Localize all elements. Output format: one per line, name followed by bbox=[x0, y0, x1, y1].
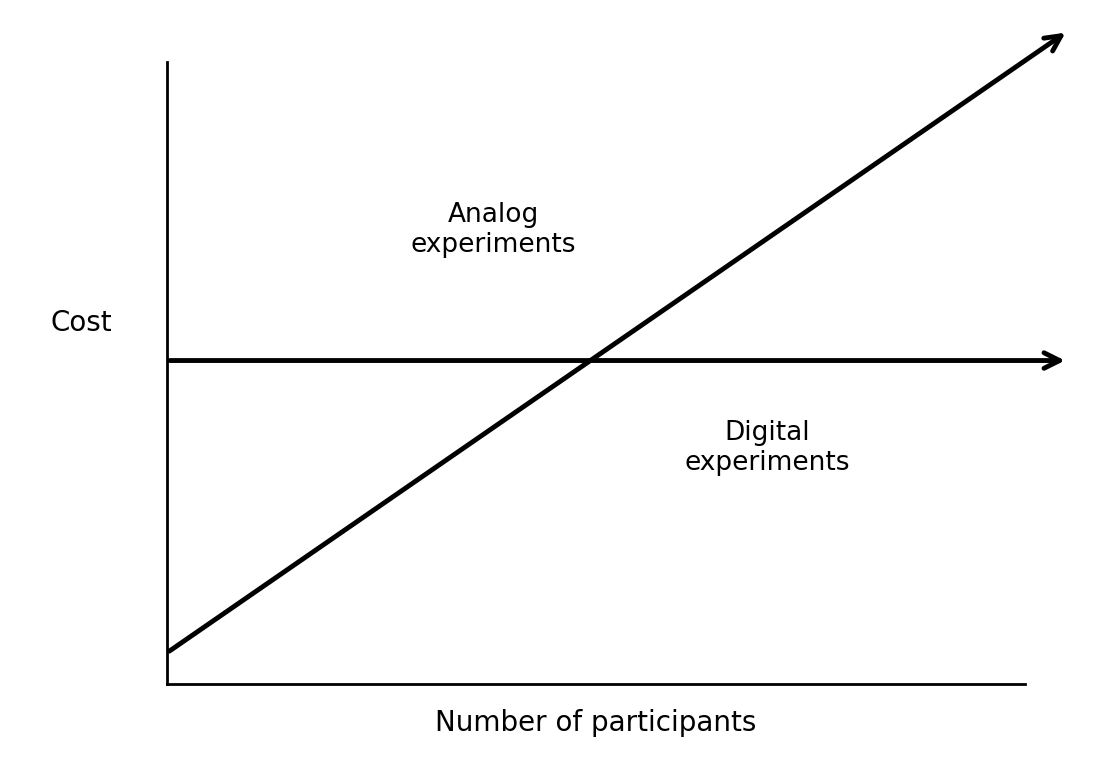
X-axis label: Number of participants: Number of participants bbox=[436, 709, 756, 737]
Text: Digital
experiments: Digital experiments bbox=[685, 420, 850, 476]
Y-axis label: Cost: Cost bbox=[50, 309, 113, 337]
Text: Analog
experiments: Analog experiments bbox=[410, 202, 576, 258]
